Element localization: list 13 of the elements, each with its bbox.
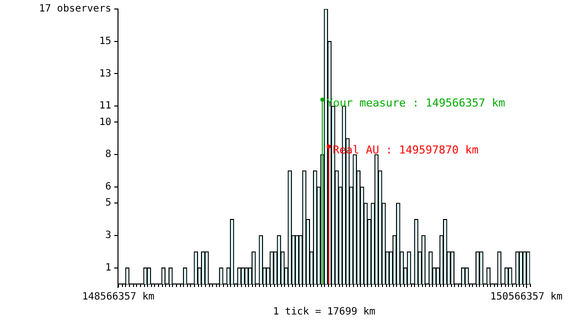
y-tick-label: 15 [99, 36, 112, 47]
y-tick-label: 10 [99, 116, 112, 128]
y-tick-label: 11 [99, 100, 112, 112]
y-tick-label: 3 [105, 230, 112, 242]
x-tick-label: 150566357 km [490, 292, 563, 303]
y-tick-label: 1 [105, 262, 112, 274]
y-tick-label: 8 [105, 149, 112, 160]
x-axis-title: 1 tick = 17699 km [272, 306, 376, 318]
y-tick-label: 6 [105, 182, 112, 193]
y-tick-label: 13 [99, 68, 112, 80]
x-tick-label: 148566357 km [82, 292, 154, 303]
y-tick-label: 5 [105, 198, 112, 209]
y-tick-label: 17 observers [38, 4, 112, 15]
